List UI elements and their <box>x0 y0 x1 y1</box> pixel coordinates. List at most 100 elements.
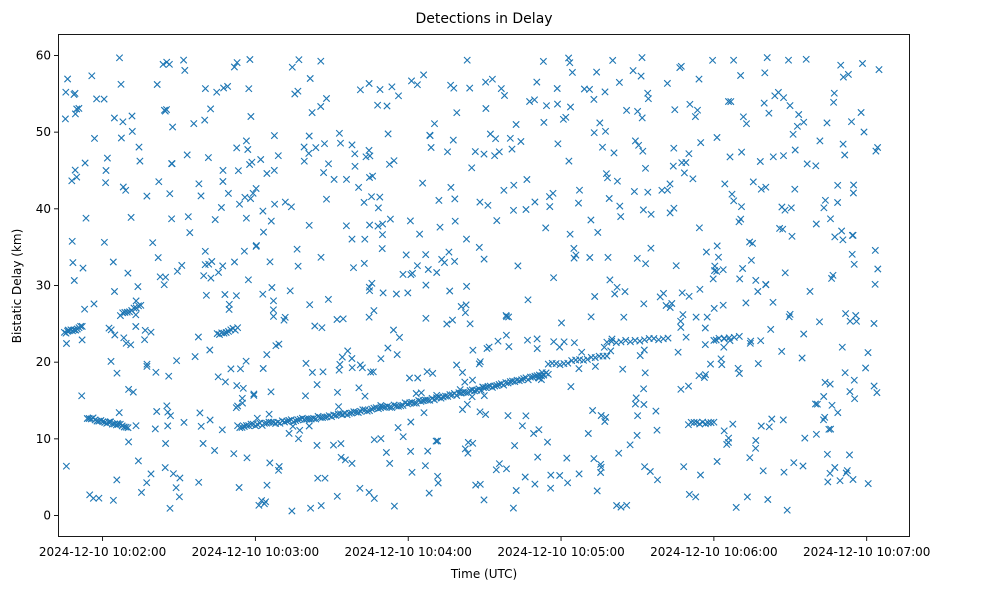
detection-point <box>567 383 575 391</box>
detection-point <box>394 92 403 100</box>
detection-point <box>169 470 177 478</box>
detection-point <box>757 422 765 430</box>
detection-point <box>62 462 70 470</box>
detection-point <box>217 203 225 212</box>
detection-point <box>333 315 341 324</box>
detection-point <box>793 122 801 130</box>
detection-point <box>253 414 261 422</box>
detection-point <box>337 453 345 461</box>
detection-point <box>851 395 859 403</box>
detection-point <box>462 235 471 243</box>
detection-point <box>874 265 882 273</box>
detection-point <box>508 145 516 153</box>
detection-point <box>847 118 856 126</box>
track-detection-point <box>247 420 255 428</box>
x-tick-label: 2024-12-10 10:02:00 <box>39 545 166 559</box>
detection-point <box>367 193 376 201</box>
detection-point <box>219 262 227 270</box>
detection-point <box>132 297 140 305</box>
detection-point <box>677 385 685 393</box>
detection-point <box>374 101 382 109</box>
detection-point <box>443 320 451 328</box>
detection-point <box>757 337 765 345</box>
detection-point <box>781 269 789 277</box>
detection-point <box>119 118 127 126</box>
detection-point <box>218 426 226 434</box>
detection-point <box>779 152 788 160</box>
detection-point <box>214 373 222 381</box>
detection-point <box>590 95 598 103</box>
detection-point <box>691 113 699 121</box>
detection-point <box>714 253 723 261</box>
detection-point <box>720 427 728 435</box>
detection-point <box>656 293 664 301</box>
detection-point <box>615 78 623 86</box>
detection-point <box>842 310 850 318</box>
detection-point <box>631 137 639 145</box>
track-detection-point <box>292 417 300 425</box>
detection-point <box>61 115 69 123</box>
detection-point <box>575 470 583 478</box>
track-detection-point <box>118 422 126 430</box>
detection-point <box>330 175 338 183</box>
detection-point <box>450 84 458 92</box>
detection-point <box>666 180 674 188</box>
detection-point <box>517 137 525 146</box>
detection-point <box>159 60 167 68</box>
detection-point <box>255 501 263 509</box>
detection-point <box>784 56 793 64</box>
detection-point <box>280 316 288 324</box>
detection-point <box>361 235 369 243</box>
track-detection-point <box>285 416 293 425</box>
detection-point <box>726 337 734 345</box>
detection-point <box>685 150 693 158</box>
detection-point <box>830 89 838 97</box>
detection-point <box>250 390 258 398</box>
detection-point <box>591 292 599 301</box>
detection-point <box>539 57 547 65</box>
detection-point <box>420 409 428 417</box>
detection-point <box>802 55 810 63</box>
detection-point <box>197 422 205 430</box>
detection-point <box>378 231 387 239</box>
detection-point <box>95 494 103 502</box>
detection-point <box>523 175 531 184</box>
detection-point <box>247 195 255 203</box>
detection-point <box>693 106 702 114</box>
detection-point <box>613 177 621 185</box>
detection-point <box>608 335 616 343</box>
detection-point <box>230 63 238 71</box>
detection-point <box>240 247 248 255</box>
detection-point <box>553 84 561 93</box>
detection-point <box>534 453 542 461</box>
detection-point <box>318 324 326 332</box>
detection-point <box>434 437 442 445</box>
detection-point <box>495 460 503 468</box>
detection-point <box>686 100 694 108</box>
detection-point <box>666 303 674 312</box>
detection-point <box>710 304 718 312</box>
track-detection-point <box>222 328 230 337</box>
detection-point <box>224 189 232 197</box>
detection-point <box>482 410 490 419</box>
detection-point <box>634 107 642 115</box>
detection-point <box>336 360 344 368</box>
detection-point <box>394 424 402 432</box>
detection-point <box>821 196 829 204</box>
detection-point <box>266 459 274 467</box>
detection-point <box>786 102 794 110</box>
track-detection-point <box>124 424 132 432</box>
detection-point <box>166 504 174 512</box>
detection-point <box>307 504 315 512</box>
detection-point <box>540 118 548 126</box>
track-detection-point <box>650 334 658 343</box>
detection-point <box>62 88 70 96</box>
track-detection-point <box>330 411 338 419</box>
detection-point <box>370 307 378 315</box>
detection-point <box>566 230 574 238</box>
detection-point <box>399 270 407 278</box>
detection-point <box>476 198 484 206</box>
detection-point <box>308 368 316 376</box>
detection-point <box>640 346 648 354</box>
detection-point <box>355 384 363 392</box>
